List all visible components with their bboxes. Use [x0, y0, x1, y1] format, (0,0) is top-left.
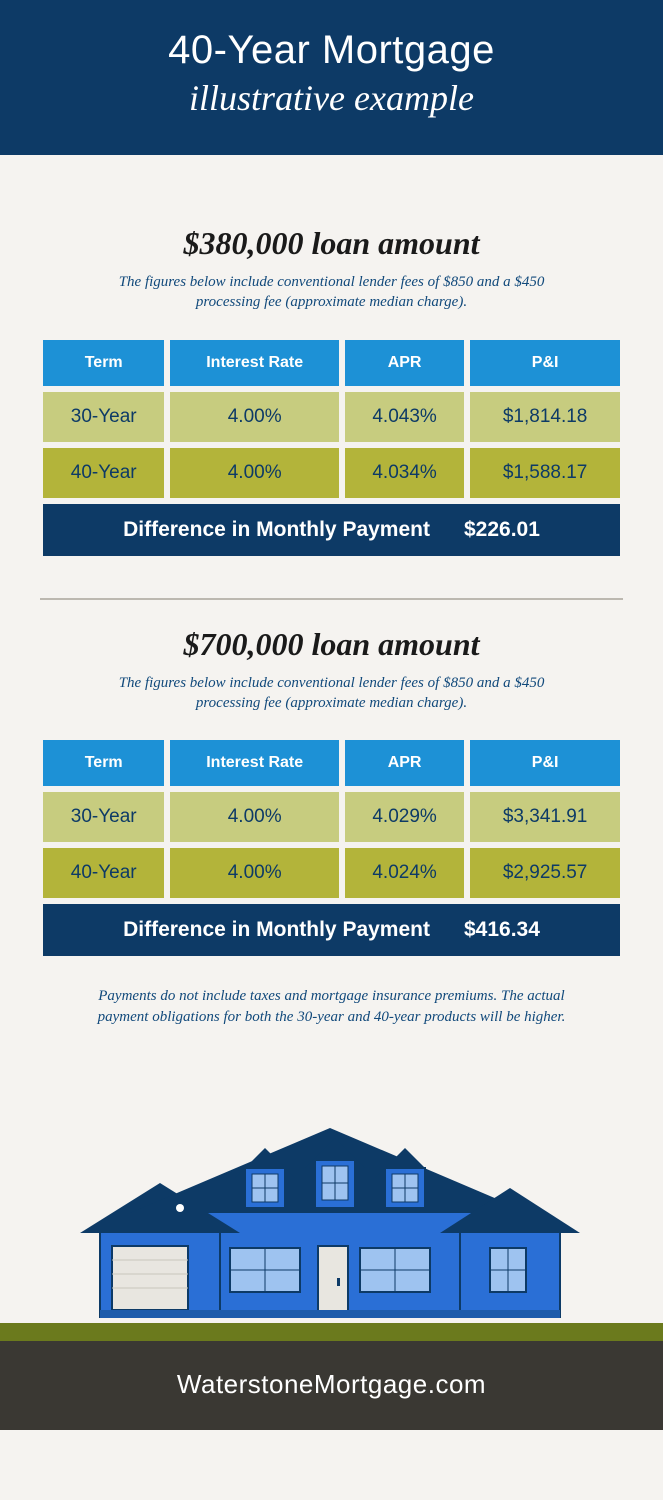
- table-row: 40-Year 4.00% 4.034% $1,588.17: [40, 445, 623, 501]
- page-subtitle: illustrative example: [20, 77, 643, 119]
- cell-pi: $3,341.91: [467, 789, 623, 845]
- table-header-row: Term Interest Rate APR P&I: [40, 337, 623, 389]
- loan-table-700k: Term Interest Rate APR P&I 30-Year 4.00%…: [40, 737, 623, 901]
- col-apr: APR: [342, 337, 467, 389]
- house-illustration: [0, 1088, 663, 1323]
- cell-rate: 4.00%: [167, 789, 342, 845]
- cell-apr: 4.034%: [342, 445, 467, 501]
- cell-apr: 4.029%: [342, 789, 467, 845]
- col-pi: P&I: [467, 737, 623, 789]
- cell-apr: 4.024%: [342, 845, 467, 901]
- col-rate: Interest Rate: [167, 337, 342, 389]
- house-icon: [0, 1088, 663, 1318]
- difference-bar: Difference in Monthly Payment $416.34: [43, 904, 620, 956]
- disclaimer: Payments do not include taxes and mortga…: [92, 986, 572, 1028]
- col-rate: Interest Rate: [167, 737, 342, 789]
- content: $380,000 loan amount The figures below i…: [0, 155, 663, 1028]
- table-header-row: Term Interest Rate APR P&I: [40, 737, 623, 789]
- loan-table-380k: Term Interest Rate APR P&I 30-Year 4.00%…: [40, 337, 623, 501]
- table-row: 30-Year 4.00% 4.043% $1,814.18: [40, 389, 623, 445]
- col-apr: APR: [342, 737, 467, 789]
- loan-section-700k: $700,000 loan amount The figures below i…: [40, 600, 623, 957]
- loan-heading: $700,000 loan amount: [40, 626, 623, 663]
- cell-term: 30-Year: [40, 789, 167, 845]
- col-pi: P&I: [467, 337, 623, 389]
- cell-term: 40-Year: [40, 845, 167, 901]
- header: 40-Year Mortgage illustrative example: [0, 0, 663, 155]
- loan-note: The figures below include conventional l…: [92, 272, 572, 313]
- difference-label: Difference in Monthly Payment: [123, 518, 430, 542]
- loan-heading: $380,000 loan amount: [40, 225, 623, 262]
- cell-rate: 4.00%: [167, 389, 342, 445]
- loan-section-380k: $380,000 loan amount The figures below i…: [40, 155, 623, 556]
- footer-url: WaterstoneMortgage.com: [0, 1341, 663, 1430]
- col-term: Term: [40, 737, 167, 789]
- cell-term: 40-Year: [40, 445, 167, 501]
- table-row: 30-Year 4.00% 4.029% $3,341.91: [40, 789, 623, 845]
- cell-pi: $2,925.57: [467, 845, 623, 901]
- cell-rate: 4.00%: [167, 845, 342, 901]
- cell-apr: 4.043%: [342, 389, 467, 445]
- cell-term: 30-Year: [40, 389, 167, 445]
- difference-label: Difference in Monthly Payment: [123, 918, 430, 942]
- cell-pi: $1,588.17: [467, 445, 623, 501]
- col-term: Term: [40, 337, 167, 389]
- grass-strip: [0, 1323, 663, 1341]
- page-title: 40-Year Mortgage: [20, 28, 643, 73]
- cell-rate: 4.00%: [167, 445, 342, 501]
- difference-value: $226.01: [464, 518, 540, 542]
- loan-note: The figures below include conventional l…: [92, 673, 572, 714]
- difference-value: $416.34: [464, 918, 540, 942]
- table-row: 40-Year 4.00% 4.024% $2,925.57: [40, 845, 623, 901]
- difference-bar: Difference in Monthly Payment $226.01: [43, 504, 620, 556]
- cell-pi: $1,814.18: [467, 389, 623, 445]
